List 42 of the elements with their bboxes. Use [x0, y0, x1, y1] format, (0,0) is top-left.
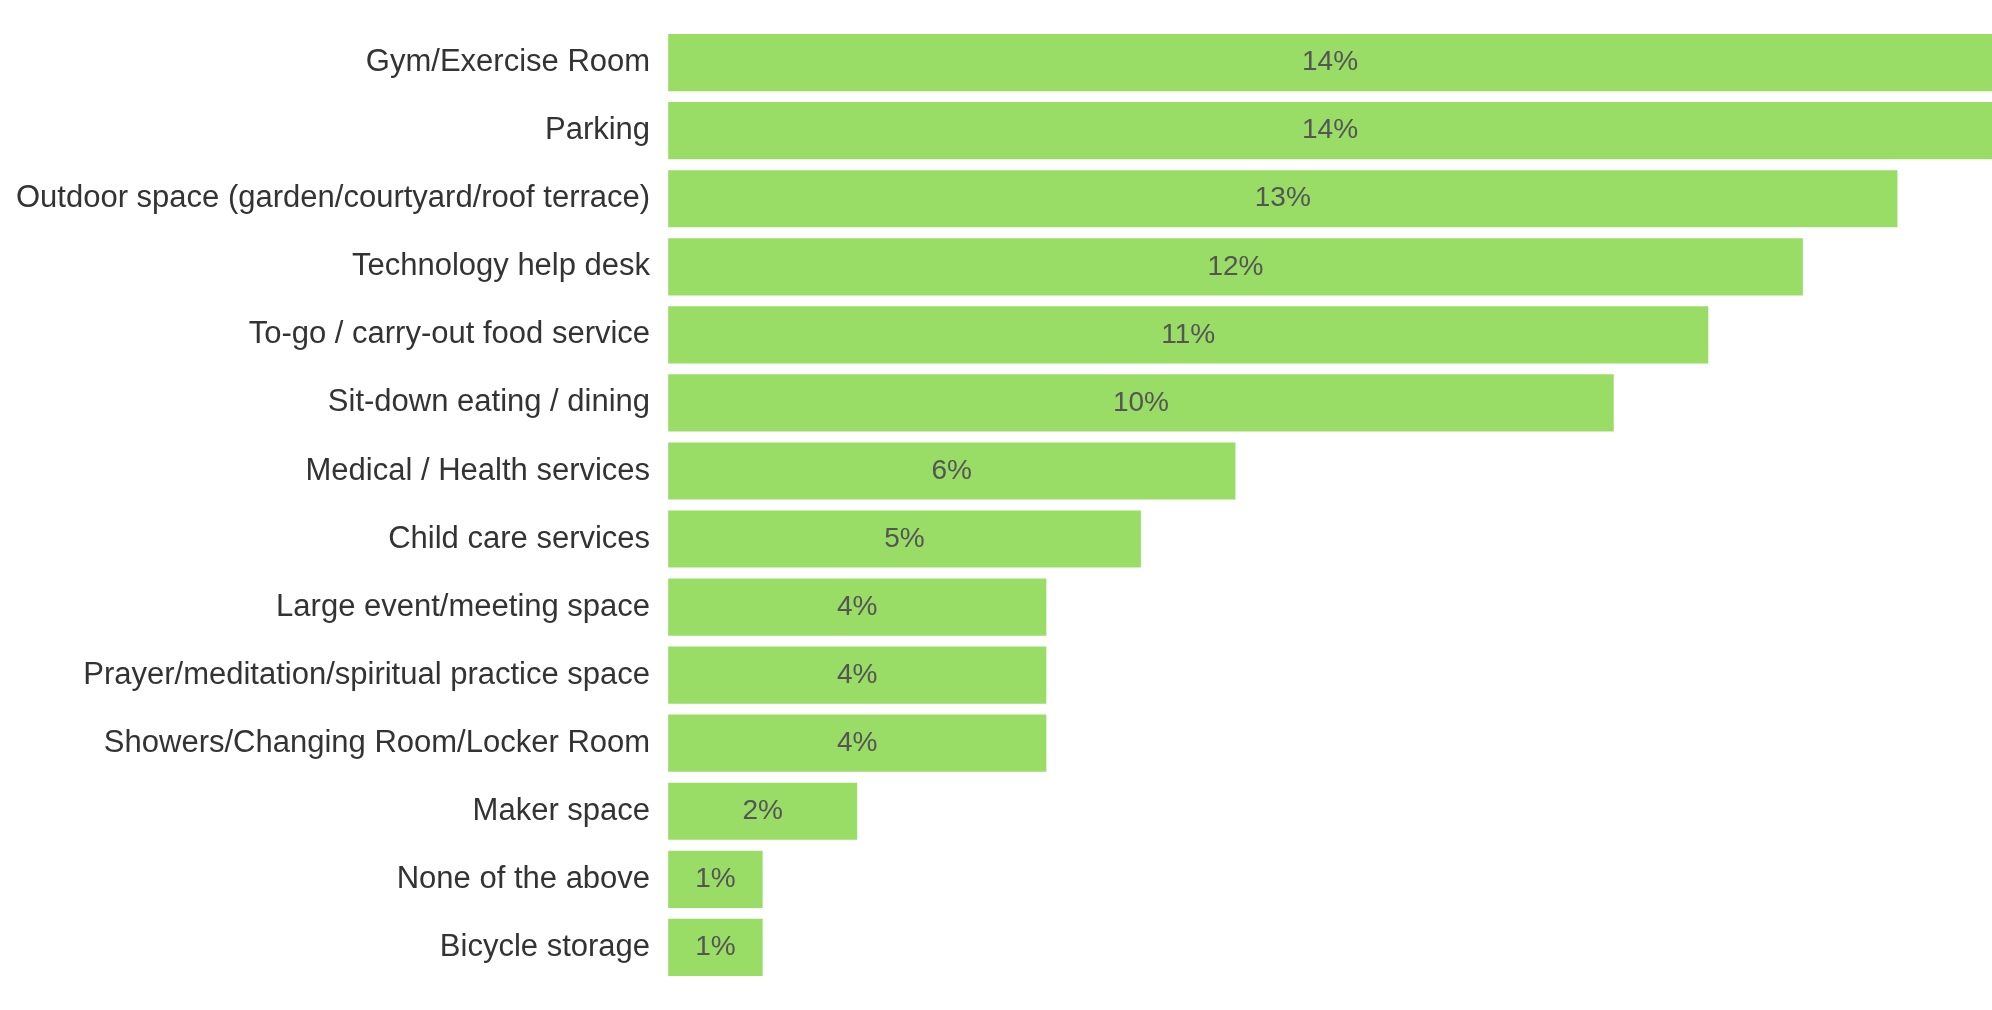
data-label: 14%	[1302, 45, 1359, 77]
y-tick-label: Child care services	[388, 519, 651, 555]
data-label: 1%	[695, 930, 736, 962]
y-tick-label: Parking	[544, 111, 651, 147]
y-tick-label: Prayer/meditation/spiritual practice space	[83, 655, 651, 691]
y-tick-label: Outdoor space (garden/courtyard/roof terrace)	[16, 179, 651, 215]
data-label: 4%	[836, 725, 878, 757]
bar	[668, 238, 1803, 296]
data-label: 4%	[836, 657, 878, 689]
y-tick-label: Gym/Exercise Room	[365, 43, 651, 79]
bar	[668, 442, 1236, 500]
bar	[668, 714, 1047, 772]
data-label: 13%	[1254, 181, 1311, 213]
bar	[668, 510, 1141, 568]
y-tick-label: Sit-down eating / dining	[327, 383, 651, 419]
data-label: 12%	[1207, 249, 1264, 281]
bar	[668, 782, 858, 840]
bar	[668, 374, 1614, 432]
bar	[668, 102, 1992, 160]
data-label: 1%	[695, 862, 736, 894]
y-tick-label: Technology help desk	[351, 247, 651, 283]
data-label: 14%	[1302, 113, 1359, 145]
data-label: 6%	[931, 453, 973, 485]
y-tick-label: Maker space	[472, 791, 651, 827]
bar	[668, 34, 1992, 92]
y-tick-label: To-go / carry-out food service	[248, 315, 651, 351]
bar	[668, 646, 1047, 704]
data-label: 11%	[1161, 317, 1216, 349]
bar	[668, 918, 763, 976]
y-tick-label: Bicycle storage	[439, 927, 651, 963]
data-label: 5%	[884, 521, 925, 553]
y-tick-label: Showers/Changing Room/Locker Room	[103, 723, 651, 759]
bar	[668, 578, 1047, 636]
y-tick-label: Large event/meeting space	[276, 587, 651, 623]
bar	[668, 306, 1709, 364]
data-label: 2%	[742, 793, 783, 825]
y-tick-label: Medical / Health services	[305, 451, 651, 487]
bar	[668, 850, 763, 908]
bar	[668, 170, 1898, 228]
y-tick-label: None of the above	[396, 859, 651, 895]
data-label: 10%	[1112, 385, 1169, 417]
data-label: 4%	[836, 589, 878, 621]
